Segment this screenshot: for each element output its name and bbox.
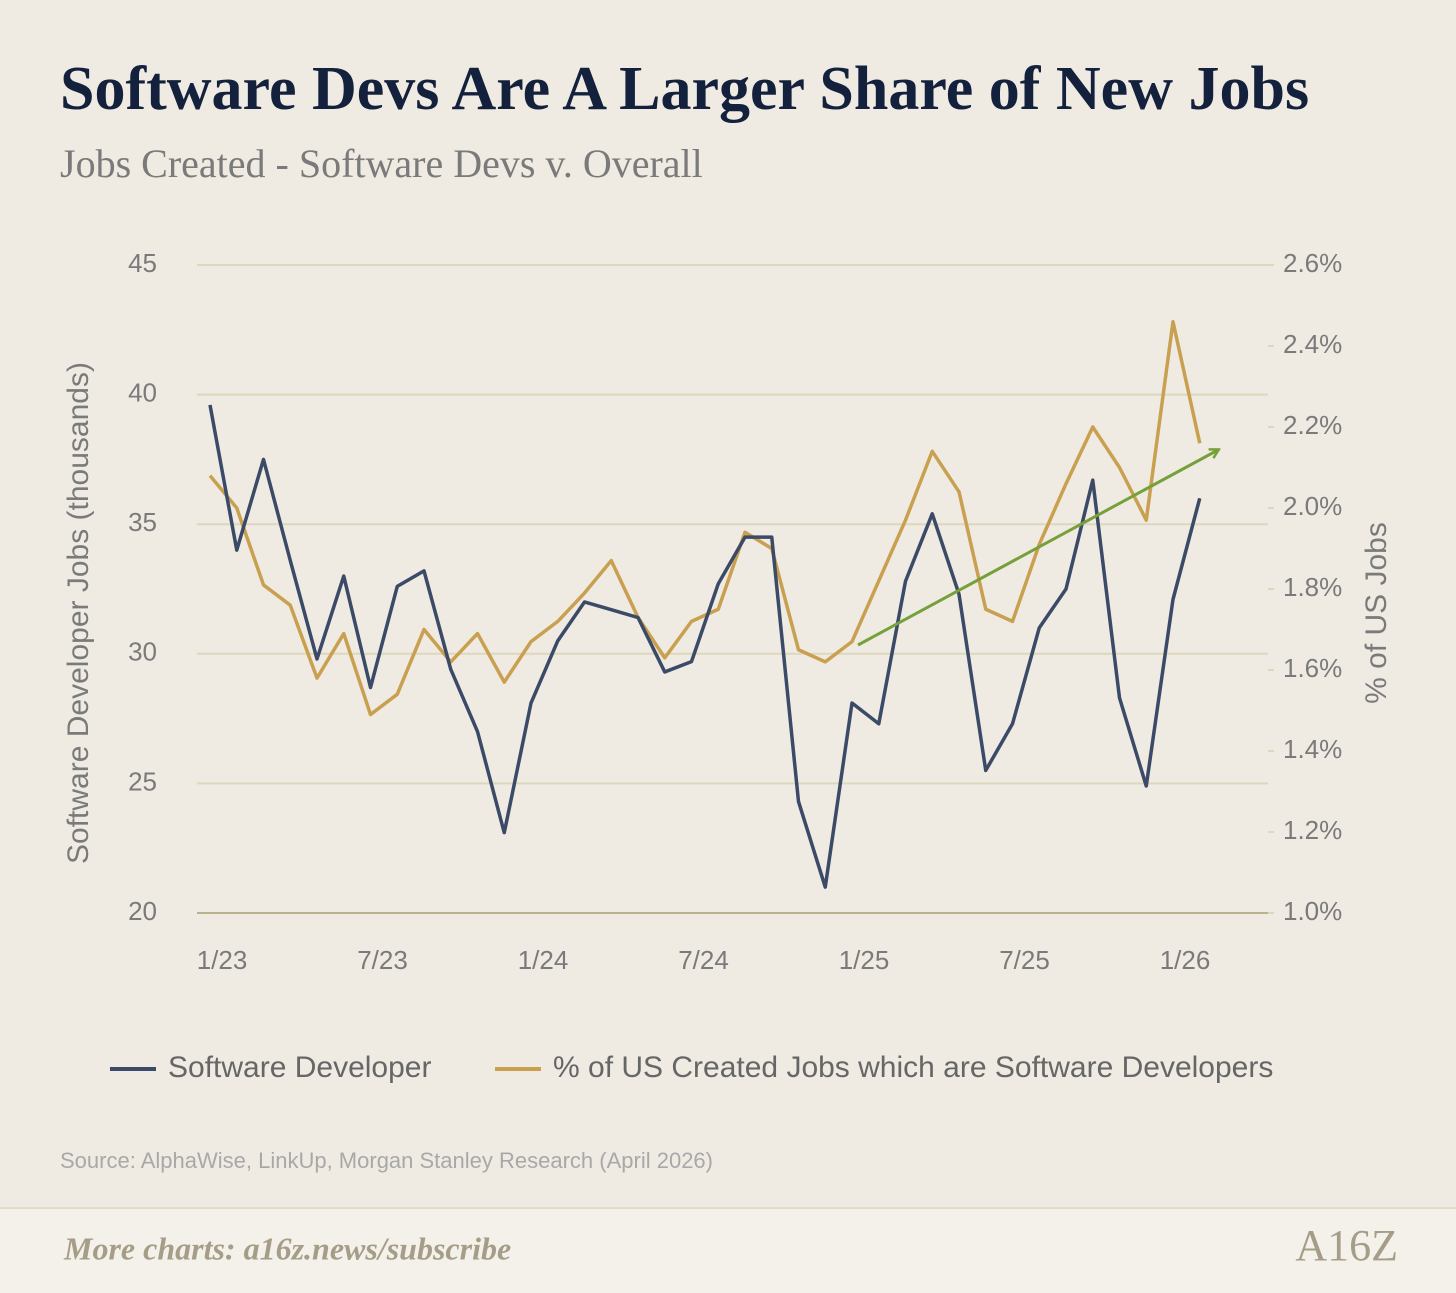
y-tick-label: 20 <box>128 896 157 926</box>
y2-tick-label: 1.2% <box>1283 815 1342 845</box>
chart-title: Software Devs Are A Larger Share of New … <box>60 55 1309 123</box>
x-tick-label: 1/24 <box>518 945 569 975</box>
chart-subtitle: Jobs Created - Software Devs v. Overall <box>60 141 703 186</box>
y-tick-label: 25 <box>128 766 157 796</box>
x-tick-label: 1/25 <box>839 945 890 975</box>
y2-tick-label: 1.8% <box>1283 572 1342 602</box>
x-tick-label: 1/23 <box>197 945 248 975</box>
y2-tick-label: 2.0% <box>1283 491 1342 521</box>
y-tick-label: 45 <box>128 248 157 278</box>
plot-area: 20 25 30 35 40 45 1.0% 1.2% 1.4% 1.6% 1.8% 2.0% 2.2%… <box>128 248 1342 975</box>
x-tick-label: 7/23 <box>357 945 408 975</box>
y2-tick-label: 1.4% <box>1283 734 1342 764</box>
logo: A16Z <box>1295 1221 1398 1270</box>
y2-axis-title: % of US Jobs <box>1360 522 1393 704</box>
y2-tick-label: 2.4% <box>1283 329 1342 359</box>
legend-label: % of US Created Jobs which are Software … <box>553 1051 1273 1084</box>
y-axis-title: Software Developer Jobs (thousands) <box>62 362 95 864</box>
y-tick-label: 40 <box>128 377 157 407</box>
y-tick-label: 30 <box>128 637 157 667</box>
x-tick-label: 1/26 <box>1160 945 1211 975</box>
y2-tick-label: 1.6% <box>1283 653 1342 683</box>
y2-tick-label: 2.2% <box>1283 410 1342 440</box>
trend-arrow <box>857 450 1218 647</box>
series-line <box>208 319 1202 717</box>
footer-band <box>0 1208 1456 1293</box>
x-tick-label: 7/25 <box>999 945 1050 975</box>
footer-link: More charts: a16z.news/subscribe <box>63 1230 511 1266</box>
y2-tick-label: 2.6% <box>1283 248 1342 278</box>
source-note: Source: AlphaWise, LinkUp, Morgan Stanle… <box>60 1148 713 1173</box>
y-tick-label: 35 <box>128 507 157 537</box>
y2-tick-label: 1.0% <box>1283 896 1342 926</box>
series-line <box>208 404 1202 889</box>
x-tick-label: 7/24 <box>678 945 729 975</box>
legend-label: Software Developer <box>168 1051 431 1084</box>
